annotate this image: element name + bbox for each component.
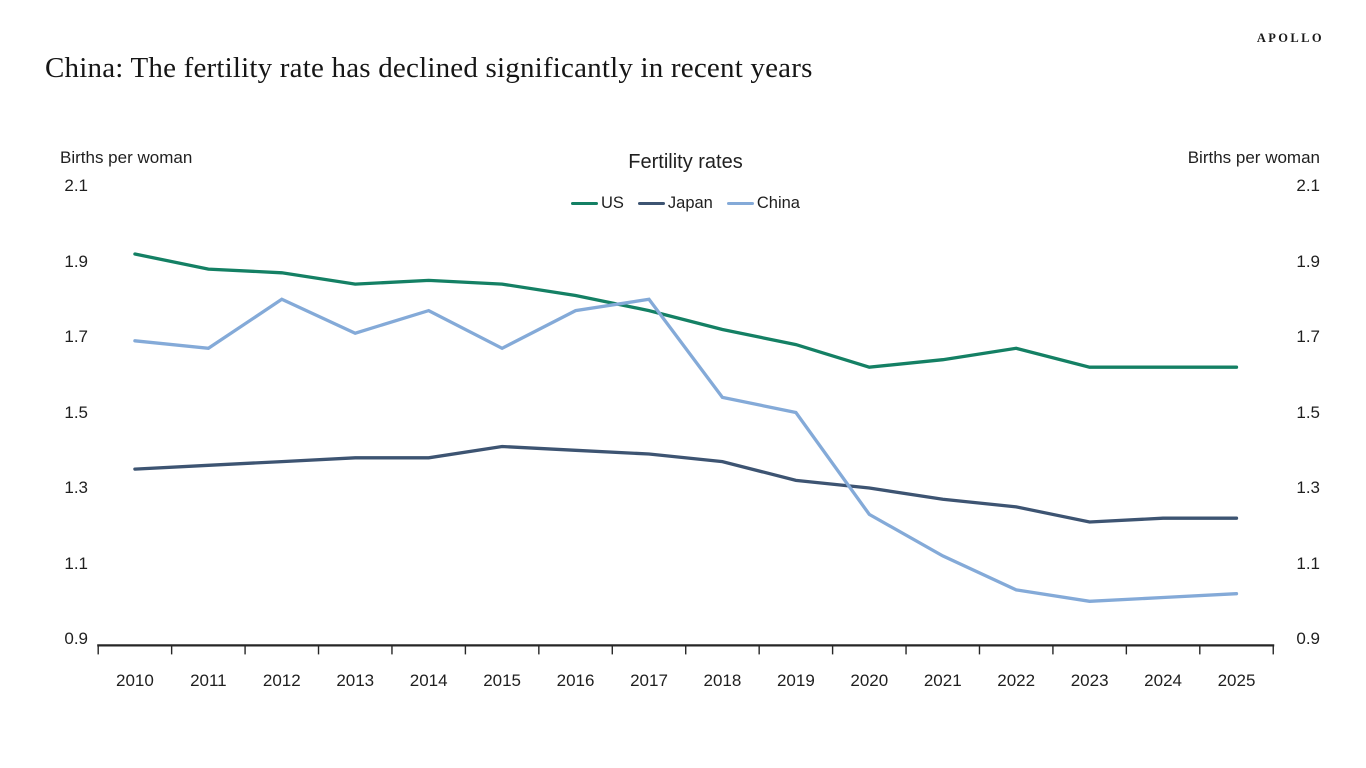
x-axis-label: 2011 bbox=[190, 671, 227, 690]
x-axis-label: 2014 bbox=[409, 671, 448, 690]
y-axis-label-left: 1.7 bbox=[64, 327, 88, 346]
y-axis-label-right: 1.5 bbox=[1296, 402, 1320, 422]
x-axis-label: 2013 bbox=[336, 671, 375, 690]
chart-legend: US Japan China bbox=[0, 194, 1366, 213]
legend-item-us: US bbox=[570, 194, 624, 213]
y-axis-label-right: 0.9 bbox=[1296, 629, 1320, 648]
x-axis-label: 2016 bbox=[556, 671, 595, 690]
y-axis-label-right: 1.9 bbox=[1296, 251, 1320, 271]
legend-item-china: China bbox=[726, 194, 800, 213]
legend-line-swatch bbox=[637, 201, 665, 206]
series-line-japan bbox=[133, 444, 1239, 524]
x-axis-label: 2022 bbox=[997, 671, 1036, 690]
x-axis-label: 2010 bbox=[115, 671, 154, 690]
y-axis-label-left: 1.9 bbox=[64, 251, 88, 271]
chart-title: Fertility rates bbox=[628, 151, 743, 173]
y-axis-label-right: 1.1 bbox=[1296, 553, 1320, 573]
legend-label: US bbox=[600, 194, 624, 212]
legend-line-swatch bbox=[726, 201, 754, 206]
x-axis-label: 2023 bbox=[1070, 671, 1109, 690]
y-axis-label-left: 2.1 bbox=[64, 176, 88, 195]
y-axis-label-left: 0.9 bbox=[64, 629, 88, 648]
series-line-us bbox=[133, 252, 1239, 369]
y-axis-label-left: 1.1 bbox=[64, 553, 88, 573]
legend-label: China bbox=[756, 194, 800, 212]
legend-item-japan: Japan bbox=[637, 194, 713, 213]
y-axis-label-left: 1.3 bbox=[64, 478, 88, 497]
page-title: China: The fertility rate has declined s… bbox=[45, 52, 813, 84]
x-axis-label: 2021 bbox=[923, 671, 962, 690]
y-axis-label-right: 1.3 bbox=[1296, 478, 1320, 497]
y-axis-label-left: 1.5 bbox=[64, 402, 88, 422]
left-axis-unit-note: Births per woman bbox=[60, 148, 193, 167]
legend-label: Japan bbox=[667, 194, 713, 212]
x-axis-label: 2012 bbox=[262, 671, 301, 690]
y-axis-label-right: 1.7 bbox=[1296, 327, 1320, 346]
legend-line-swatch bbox=[570, 201, 598, 206]
right-axis-unit-note: Births per woman bbox=[1187, 148, 1320, 167]
x-axis-label: 2019 bbox=[776, 671, 815, 690]
x-axis-label: 2025 bbox=[1217, 671, 1256, 690]
x-axis-label: 2017 bbox=[630, 671, 668, 690]
x-axis-label: 2020 bbox=[850, 671, 889, 690]
y-axis-label-right: 2.1 bbox=[1296, 176, 1320, 195]
x-axis-label: 2024 bbox=[1144, 671, 1182, 690]
x-axis-label: 2018 bbox=[703, 671, 742, 690]
x-axis-label: 2015 bbox=[483, 671, 522, 690]
series-line-china bbox=[133, 297, 1239, 603]
apollo-logo: APOLLO bbox=[1256, 31, 1324, 45]
